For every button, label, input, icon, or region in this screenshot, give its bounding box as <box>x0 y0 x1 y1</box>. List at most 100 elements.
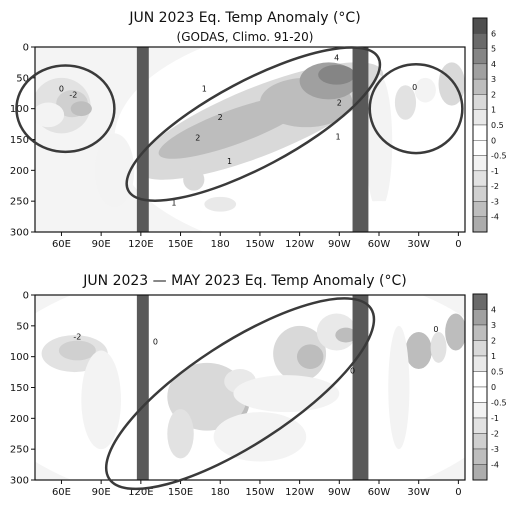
colorbar-tick-label: -3 <box>491 197 499 206</box>
anomaly-blob <box>183 168 205 191</box>
anomaly-blob <box>94 133 135 208</box>
y-tick-label: 300 <box>10 476 29 487</box>
contour-label: 4 <box>334 54 339 63</box>
x-tick-label: 0 <box>455 239 461 250</box>
colorbar-tick-label: 2 <box>491 90 496 99</box>
colorbar-bottom: 4 3 2 1 0.5 0 -0.5 -1 -2 -3 -4 <box>472 293 507 481</box>
x-tick-label: 180 <box>211 487 230 498</box>
y-tick-label: 150 <box>10 383 29 394</box>
anomaly-blob <box>318 64 356 85</box>
x-tick-label: 60E <box>52 239 71 250</box>
colorbar-tick-label: 3 <box>491 321 496 330</box>
colorbar-tick-label: 0 <box>491 383 496 392</box>
contour-label: 0 <box>59 84 64 93</box>
y-tick-label: 100 <box>10 352 29 363</box>
x-tick-label: 90E <box>92 487 111 498</box>
land-mask <box>136 295 149 480</box>
plot-area-top: 60E 90E 120E 150E 180 150W 120W 90W 60W 30W 005010… <box>10 43 466 250</box>
anomaly-blob <box>365 74 393 211</box>
y-tick-label: 50 <box>16 321 29 332</box>
colorbar-segment <box>472 63 488 80</box>
x-tick-label: 150W <box>245 239 274 250</box>
colorbar-tick-label: -2 <box>491 430 499 439</box>
contour-label: 0 <box>153 337 158 346</box>
anomaly-field <box>35 295 465 480</box>
contour-label: -2 <box>73 332 81 341</box>
highlight-ellipse <box>15 64 116 154</box>
anomaly-blob <box>405 332 432 369</box>
x-tick-label: 120E <box>128 239 153 250</box>
contour-label: 2 <box>218 113 223 122</box>
colorbar-tick-label: 6 <box>491 29 496 38</box>
y-tick-label: 250 <box>10 197 29 208</box>
panel-bottom: JUN 2023 — MAY 2023 Eq. Temp Anomaly (°C… <box>10 273 507 498</box>
anomaly-blob <box>388 325 410 450</box>
x-tick-label: 150W <box>245 487 274 498</box>
x-tick-label: 30W <box>407 487 430 498</box>
anomaly-blob <box>167 409 194 459</box>
colorbar-frame <box>472 293 488 481</box>
colorbar-segment <box>472 33 488 49</box>
anomaly-blob <box>394 85 417 120</box>
x-tick-label: 180 <box>211 239 230 250</box>
contour-label: 1 <box>227 157 232 166</box>
x-tick-label: 120E <box>128 487 153 498</box>
colorbar-tick-label: 1 <box>491 352 496 361</box>
colorbar-segment <box>472 309 488 326</box>
colorbar-top: 6 5 4 3 2 1 0.5 0 -0.5 -1 -2 -3 -4 <box>472 17 507 233</box>
anomaly-blob <box>81 350 121 450</box>
x-tick-label: 120W <box>285 487 314 498</box>
anomaly-blob <box>70 101 92 117</box>
y-tick-label: 100 <box>10 104 29 115</box>
colorbar-tick-label: -4 <box>491 461 499 470</box>
y-tick-label: 50 <box>16 73 29 84</box>
land-mask <box>136 47 149 232</box>
colorbar-segment <box>472 109 488 126</box>
colorbar-segment <box>472 170 488 187</box>
colorbar-tick-label: 1 <box>491 106 496 115</box>
anomaly-field <box>35 47 465 232</box>
x-tick-label: 90W <box>328 239 351 250</box>
y-tick-label: 0 <box>23 291 29 302</box>
x-tick-label: 60W <box>368 239 391 250</box>
anomaly-blob <box>335 327 357 343</box>
colorbar-tick-label: -0.5 <box>491 399 507 408</box>
anomaly-blob <box>430 332 447 363</box>
colorbar-tick-label: 0.5 <box>491 121 504 130</box>
contour-label: 1 <box>202 84 207 93</box>
anomaly-blob <box>299 201 459 226</box>
chart-title-top: JUN 2023 Eq. Temp Anomaly (°C) <box>128 10 360 26</box>
colorbar-segment <box>472 386 488 403</box>
colorbar-tick-label: -1 <box>491 414 499 423</box>
x-tick-label: 90W <box>328 487 351 498</box>
highlight-ellipse <box>125 46 382 202</box>
chart-title-bottom: JUN 2023 — MAY 2023 Eq. Temp Anomaly (°C… <box>82 273 406 289</box>
colorbar-segment <box>472 464 488 481</box>
colorbar-frame <box>472 17 488 233</box>
chart-subtitle-top: (GODAS, Climo. 91-20) <box>177 30 314 44</box>
colorbar-tick-label: 0 <box>491 136 496 145</box>
anomaly-blob <box>213 412 307 462</box>
x-tick-label: 60W <box>368 487 391 498</box>
contour-label: 2 <box>337 99 342 108</box>
highlight-ellipse <box>368 63 464 155</box>
colorbar-segment <box>472 185 488 202</box>
panel-top: JUN 2023 Eq. Temp Anomaly (°C) (GODAS, C… <box>10 10 507 250</box>
colorbar-segment <box>472 201 488 217</box>
land-mask <box>352 295 369 480</box>
contour-label: -2 <box>69 91 77 100</box>
colorbar-tick-label: 4 <box>491 306 496 315</box>
colorbar-tick-label: 2 <box>491 337 496 346</box>
contour-label: 2 <box>195 134 200 143</box>
colorbar-segment <box>472 324 488 341</box>
contour-label: 0 <box>350 366 355 375</box>
x-tick-label: 150E <box>168 239 193 250</box>
y-tick-label: 150 <box>10 135 29 146</box>
contour-label: 1 <box>335 133 340 142</box>
colorbar-segment <box>472 94 488 110</box>
colorbar-segment <box>472 402 488 419</box>
colorbar-segment <box>472 155 488 172</box>
y-tick-label: 200 <box>10 414 29 425</box>
colorbar-tick-label: -3 <box>491 445 499 454</box>
colorbar-segment <box>472 124 488 141</box>
